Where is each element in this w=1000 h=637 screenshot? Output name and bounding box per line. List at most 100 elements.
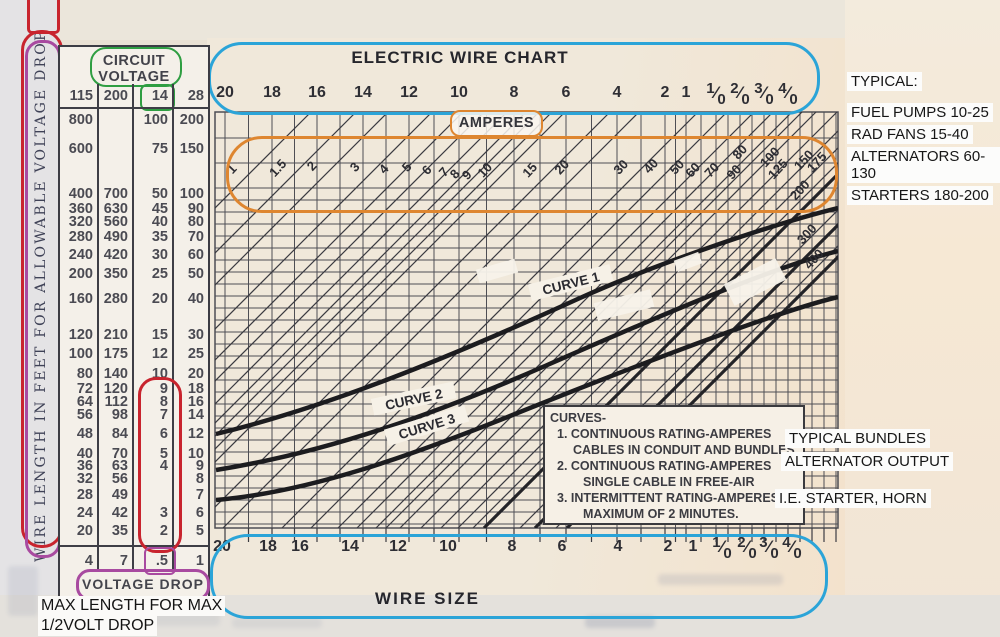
eraser-patch: [475, 258, 519, 284]
table-rule: [60, 107, 208, 109]
table-cell: 7: [195, 487, 204, 503]
table-cell: 98: [111, 407, 128, 423]
table-cell: 14: [187, 407, 204, 423]
diagonal-line: [215, 112, 389, 286]
ampere-label: 20: [551, 157, 572, 178]
table-cell: 7: [159, 407, 168, 423]
table-cell: 30: [187, 327, 204, 343]
footer-cell: 1: [195, 553, 204, 569]
table-cell: 100: [68, 346, 93, 362]
wire-size-label: 3⁄0: [759, 534, 779, 562]
diagonal-line: [420, 112, 838, 528]
wire-size-label: 4⁄0: [778, 80, 798, 108]
wire-size-label: 14: [354, 84, 372, 101]
table-row: 100 175 12 25: [60, 346, 208, 362]
diagonal-line: [472, 162, 838, 528]
ampere-label: 400: [801, 246, 827, 272]
column-header: 115: [69, 88, 93, 104]
table-cell: 80: [76, 366, 93, 382]
diagonal-line: [399, 112, 817, 528]
diagonal-line: [215, 112, 566, 463]
table-cell: 30: [151, 247, 168, 263]
table-row: 360 630 45 90: [60, 201, 208, 217]
table-cell: 70: [111, 446, 128, 462]
table-cell: 5: [195, 523, 204, 539]
ampere-label: 5: [399, 159, 415, 175]
diagonal-line: [215, 112, 433, 330]
table-rule: [97, 84, 99, 570]
table-cell: 80: [187, 214, 204, 230]
table-footer-row: 4 7 .5 1: [60, 553, 208, 569]
table-cell: 700: [103, 186, 128, 202]
table-cell: 24: [76, 505, 93, 521]
diagonal-line: [215, 112, 611, 508]
curves-legend-box: CURVES- 1. CONTINUOUS RATING-AMPERES CAB…: [543, 405, 805, 525]
table-cell: 90: [187, 201, 204, 217]
table-rule: [132, 84, 134, 570]
diagonal-line: [457, 147, 838, 528]
table-cell: 64: [76, 394, 93, 410]
curve3-note: I.E. STARTER, HORN: [775, 489, 931, 508]
diagonal-line: [337, 112, 755, 528]
table-cell: 20: [151, 291, 168, 307]
wire-size-axis-label: WIRE SIZE: [375, 589, 480, 608]
table-cell: 200: [68, 266, 93, 282]
ampere-label: 9: [459, 167, 475, 183]
table-row: 120 210 15 30: [60, 327, 208, 343]
ampere-label: 300: [794, 221, 820, 247]
table-cell: 18: [187, 381, 204, 397]
table-row: 280 490 35 70: [60, 229, 208, 245]
ampere-label: 3: [347, 159, 363, 175]
table-row: 800 100 200: [60, 112, 208, 128]
table-cell: 320: [68, 214, 93, 230]
legend-line: CABLES IN CONDUIT AND BUNDLES: [573, 443, 795, 457]
table-cell: 56: [111, 471, 128, 487]
table-cell: 36: [76, 458, 93, 474]
amperes-axis-label: AMPERES: [450, 110, 543, 137]
wire-size-label: 14: [341, 538, 359, 555]
wire-size-label: 1⁄0: [706, 80, 726, 108]
table-row: 20 35 2 5: [60, 523, 208, 539]
table-row: 200 350 25 50: [60, 266, 208, 282]
wire-size-label: 2⁄0: [737, 534, 757, 562]
table-cell: 280: [68, 229, 93, 245]
table-cell: 45: [151, 201, 168, 217]
table-row: 80 140 10 20: [60, 366, 208, 382]
table-cell: 240: [68, 247, 93, 263]
ampere-label: 80: [729, 142, 750, 163]
table-cell: 420: [103, 247, 128, 263]
wire-size-label: 16: [291, 538, 309, 555]
wire-size-label: 4⁄0: [782, 534, 802, 562]
wire-size-label: 20: [216, 84, 234, 101]
table-cell: 25: [151, 266, 168, 282]
column-header: 28: [187, 88, 204, 104]
caption-line: 1/2VOLT DROP: [38, 616, 158, 636]
legend-line: MAXIMUM OF 2 MINUTES.: [583, 507, 739, 521]
table-cell: 15: [151, 327, 168, 343]
curve-path: [215, 294, 838, 503]
column-header: 14: [151, 88, 168, 104]
table-cell: 40: [151, 214, 168, 230]
table-cell: 40: [187, 291, 204, 307]
wire-size-label: 6: [558, 538, 567, 555]
table-cell: 560: [103, 214, 128, 230]
table-cell: 63: [111, 458, 128, 474]
curve1-note: TYPICAL BUNDLES: [785, 429, 930, 448]
eraser-patch: [593, 289, 655, 321]
diagonal-line: [215, 112, 464, 361]
table-row: 48 84 6 12: [60, 426, 208, 442]
table-cell: 600: [68, 141, 93, 157]
diagonal-line: [215, 112, 312, 209]
wire-size-label: 2: [664, 538, 673, 555]
table-cell: 800: [68, 112, 93, 128]
y-axis-title: WIRE LENGTH IN FEET FOR ALLOWABLE VOLTAG…: [33, 29, 49, 562]
table-cell: 49: [111, 487, 128, 503]
table-cell: 200: [179, 112, 204, 128]
wire-size-label: 4: [614, 538, 623, 555]
diagonal-line: [310, 112, 728, 528]
diagonal-line: [215, 112, 527, 424]
table-cell: 140: [103, 366, 128, 382]
table-cell: 72: [76, 381, 93, 397]
diagonal-line: [375, 112, 793, 528]
wire-size-label: 20: [213, 538, 231, 555]
